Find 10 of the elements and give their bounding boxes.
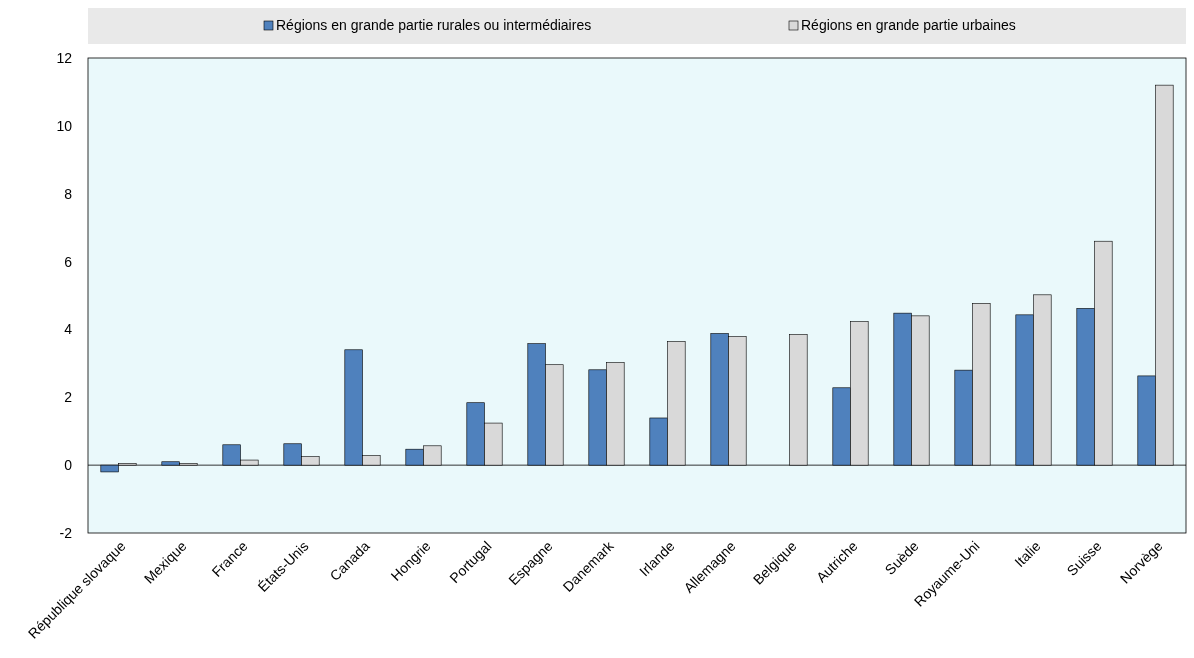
y-tick-label: 6 [64,253,73,270]
y-tick-label: 8 [64,185,73,202]
y-tick-label: 4 [64,321,73,338]
y-tick-label: 12 [56,50,73,66]
legend-label: Régions en grande partie urbaines [801,17,1016,33]
y-tick-label: 2 [64,389,73,406]
y-tick-label: -2 [59,525,73,541]
legend-label: Régions en grande partie rurales ou intermédiaires [276,17,592,33]
y-tick-label: 0 [64,457,73,474]
y-tick-label: 10 [56,117,73,134]
